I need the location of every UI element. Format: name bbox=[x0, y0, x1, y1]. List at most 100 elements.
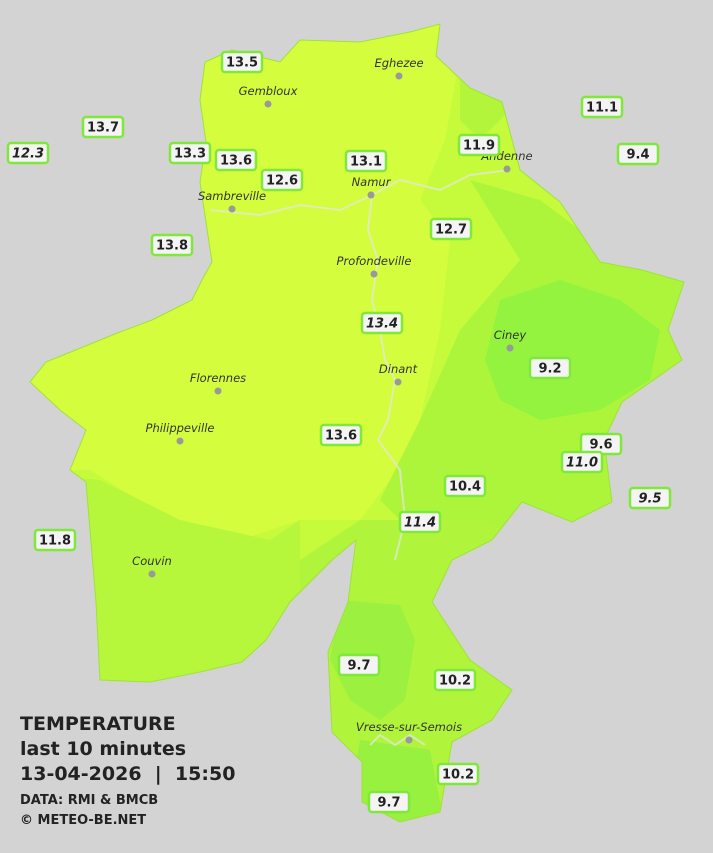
reading-box bbox=[81, 115, 125, 139]
city-label: Namur bbox=[352, 175, 392, 189]
reading-value: 12.7 bbox=[435, 223, 467, 238]
reading-value: 13.1 bbox=[350, 155, 382, 170]
reading-box bbox=[616, 142, 660, 166]
reading-box bbox=[429, 217, 473, 241]
reading-value: 9.2 bbox=[538, 362, 561, 377]
reading-value: 12.6 bbox=[266, 174, 298, 189]
zone bbox=[485, 280, 660, 420]
zone bbox=[460, 60, 520, 140]
reading-box bbox=[457, 133, 501, 157]
reading-value: 13.7 bbox=[87, 121, 119, 136]
reading-box bbox=[628, 486, 672, 510]
reading: 11.9 bbox=[457, 133, 501, 157]
reading: 11.8 bbox=[33, 528, 77, 552]
reading-value: 9.7 bbox=[347, 659, 370, 674]
city-label: Profondeville bbox=[337, 254, 412, 268]
reading: 12.3 bbox=[6, 141, 50, 165]
reading: 9.7 bbox=[337, 653, 381, 677]
reading-value: 9.7 bbox=[377, 796, 400, 811]
reading-value: 10.2 bbox=[442, 768, 474, 783]
reading-value: 11.9 bbox=[463, 139, 495, 154]
reading-box bbox=[6, 141, 50, 165]
reading: 9.7 bbox=[367, 790, 411, 814]
reading-box bbox=[150, 233, 194, 257]
reading-value: 11.0 bbox=[566, 456, 598, 471]
reading-box bbox=[436, 762, 480, 786]
reading-value: 10.2 bbox=[439, 674, 471, 689]
reading-box bbox=[360, 311, 404, 335]
city-dot bbox=[228, 205, 236, 213]
city-dot bbox=[370, 270, 378, 278]
reading-value: 11.1 bbox=[586, 101, 618, 116]
reading: 13.8 bbox=[150, 233, 194, 257]
legend-datetime: 13-04-2026 | 15:50 bbox=[20, 763, 235, 785]
reading-value: 13.6 bbox=[325, 429, 357, 444]
reading: 11.1 bbox=[580, 95, 624, 119]
reading-box bbox=[367, 790, 411, 814]
reading-value: 11.8 bbox=[39, 534, 71, 549]
city-label: Eghezee bbox=[374, 56, 423, 70]
reading-box bbox=[220, 50, 264, 74]
reading-value: 9.5 bbox=[638, 492, 661, 507]
city-dot bbox=[176, 437, 184, 445]
reading-box bbox=[528, 356, 572, 380]
reading: 13.3 bbox=[168, 141, 212, 165]
reading-box bbox=[398, 510, 442, 534]
reading-value: 13.8 bbox=[156, 239, 188, 254]
legend-source: DATA: RMI & BMCB bbox=[20, 793, 158, 808]
city-dot bbox=[367, 191, 375, 199]
reading: 12.7 bbox=[429, 217, 473, 241]
legend-credit: © METEO-BE.NET bbox=[20, 813, 146, 828]
reading-box bbox=[168, 141, 212, 165]
reading-value: 9.6 bbox=[589, 438, 612, 453]
reading-value: 12.3 bbox=[12, 147, 44, 162]
city-dot bbox=[394, 378, 402, 386]
reading: 9.5 bbox=[628, 486, 672, 510]
reading: 9.4 bbox=[616, 142, 660, 166]
reading-box bbox=[344, 149, 388, 173]
city-dot bbox=[506, 344, 514, 352]
reading-box bbox=[443, 474, 487, 498]
reading-box bbox=[560, 450, 604, 474]
reading: 13.1 bbox=[344, 149, 388, 173]
city-label: Ciney bbox=[494, 328, 527, 342]
legend: TEMPERATURE last 10 minutes 13-04-2026 |… bbox=[20, 713, 235, 828]
reading: 10.2 bbox=[433, 668, 477, 692]
reading: 13.6 bbox=[319, 423, 363, 447]
reading: 9.2 bbox=[528, 356, 572, 380]
reading: 13.7 bbox=[81, 115, 125, 139]
reading-value: 11.4 bbox=[404, 516, 436, 531]
city-label: Dinant bbox=[379, 362, 418, 376]
reading-value: 9.4 bbox=[626, 148, 649, 163]
city-dot bbox=[214, 387, 222, 395]
reading: 13.4 bbox=[360, 311, 404, 335]
reading: 12.6 bbox=[260, 168, 304, 192]
river bbox=[369, 733, 426, 747]
city-label: Philippeville bbox=[146, 421, 215, 435]
readings: 13.5 13.7 12.3 13.3 13.6 12.6 13.1 11.9 11.1 9.4 1… bbox=[6, 50, 672, 814]
reading: 11.4 bbox=[398, 510, 442, 534]
reading: 10.2 bbox=[436, 762, 480, 786]
legend-title: TEMPERATURE bbox=[20, 713, 176, 735]
city-label: Couvin bbox=[132, 554, 172, 568]
reading-box bbox=[580, 95, 624, 119]
reading-box bbox=[337, 653, 381, 677]
city-label: Sambreville bbox=[198, 189, 266, 203]
cities: EghezeeGemblouxAndenneNamurSambrevillePr… bbox=[132, 56, 533, 744]
reading: 11.0 bbox=[560, 450, 604, 474]
reading-box bbox=[260, 168, 304, 192]
city-dot bbox=[395, 72, 403, 80]
city-label: Gembloux bbox=[239, 84, 298, 98]
legend-subtitle: last 10 minutes bbox=[20, 738, 186, 760]
reading-value: 13.6 bbox=[220, 154, 252, 169]
reading-value: 13.4 bbox=[366, 317, 398, 332]
reading: 13.5 bbox=[220, 50, 264, 74]
reading-box bbox=[214, 148, 258, 172]
reading: 10.4 bbox=[443, 474, 487, 498]
reading-box bbox=[33, 528, 77, 552]
city-dot bbox=[503, 165, 511, 173]
reading-value: 10.4 bbox=[449, 480, 481, 495]
city-dot bbox=[148, 570, 156, 578]
